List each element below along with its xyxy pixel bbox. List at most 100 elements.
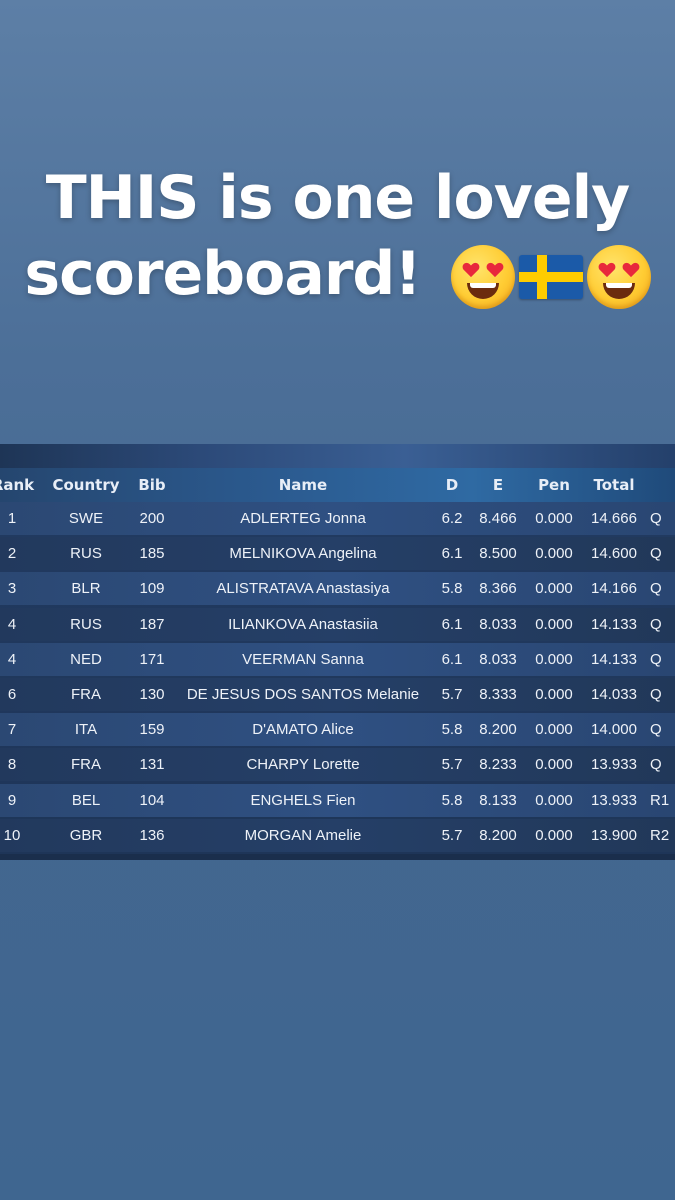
cell-e: 8.333 <box>479 686 517 703</box>
cell-name: ALISTRATAVA Anastasiya <box>216 580 390 598</box>
cell-rank: 6 <box>7 686 17 703</box>
cell-e: 8.133 <box>479 791 517 809</box>
cell-pen: 0.000 <box>535 650 573 668</box>
table-row: 2 RUS 185 MELNIKOVA Angelina 6.1 8.500 0.000 14… <box>0 537 675 571</box>
cell-name: ILIANKOVA Anastasiia <box>228 615 378 633</box>
header-d: D <box>445 476 459 494</box>
caption-line-2: scoreboard! <box>0 236 675 312</box>
cell-bib: 159 <box>139 721 165 739</box>
cell-q: Q <box>650 686 662 703</box>
table-row: 9 BEL 104 ENGHELS Fien 5.8 8.133 0.000 13.933 R1 <box>0 783 675 817</box>
cell-bib: 200 <box>139 510 165 527</box>
table-row: 10 GBR 136 MORGAN Amelie 5.7 8.200 0.000 13.900… <box>0 818 675 852</box>
cell-total: 14.600 <box>591 545 637 563</box>
story-caption: THIS is one lovely scoreboard! <box>0 160 675 312</box>
cell-rank: 2 <box>7 545 17 563</box>
cell-d: 5.8 <box>441 791 463 809</box>
scoreboard: Rank Country Bib Name D E Pen Total 1 SWE… <box>0 444 675 860</box>
cell-e: 8.366 <box>479 580 517 598</box>
header-country: Country <box>52 476 120 494</box>
cell-total: 13.900 <box>591 826 637 844</box>
cell-rank: 10 <box>3 826 21 844</box>
cell-bib: 109 <box>139 580 165 598</box>
cell-country: ITA <box>74 721 98 739</box>
cell-bib: 185 <box>139 545 165 563</box>
cell-rank: 4 <box>7 650 17 668</box>
header-pen: Pen <box>538 476 570 494</box>
cell-e: 8.233 <box>479 756 517 774</box>
cell-rank: 9 <box>7 791 17 809</box>
cell-country: RUS <box>70 545 102 563</box>
cell-name: CHARPY Lorette <box>246 756 360 774</box>
cell-d: 5.7 <box>441 756 463 774</box>
cell-bib: 171 <box>139 650 165 668</box>
cell-total: 14.166 <box>591 580 637 598</box>
cell-d: 6.1 <box>441 615 463 633</box>
cell-pen: 0.000 <box>535 510 573 527</box>
header-name: Name <box>278 476 328 494</box>
cell-e: 8.466 <box>479 510 517 527</box>
cell-rank: 7 <box>7 721 17 739</box>
cell-total: 13.933 <box>591 756 637 774</box>
cell-pen: 0.000 <box>535 826 573 844</box>
cell-total: 14.000 <box>591 721 637 739</box>
cell-bib: 136 <box>139 826 165 844</box>
heart-eyes-emoji-icon <box>450 245 515 310</box>
cell-pen: 0.000 <box>535 615 573 633</box>
cell-q: R2 <box>650 826 670 844</box>
header-e: E <box>492 476 504 494</box>
swedish-flag-icon <box>518 255 583 300</box>
caption-line-1: THIS is one lovely <box>45 163 631 233</box>
table-row: 4 RUS 187 ILIANKOVA Anastasiia 6.1 8.033 0.000… <box>0 607 675 641</box>
cell-pen: 0.000 <box>535 686 573 703</box>
cell-d: 5.7 <box>441 686 463 703</box>
cell-q: Q <box>650 510 662 527</box>
cell-total: 14.133 <box>591 615 637 633</box>
cell-e: 8.200 <box>479 826 517 844</box>
emoji-group <box>450 245 651 310</box>
cell-country: BEL <box>71 791 101 809</box>
cell-rank: 1 <box>7 510 17 527</box>
heart-eyes-emoji-icon <box>586 245 651 310</box>
cell-bib: 131 <box>139 756 165 774</box>
cell-country: SWE <box>68 510 104 527</box>
scoreboard-header: Rank Country Bib Name D E Pen Total <box>0 468 675 502</box>
cell-d: 5.7 <box>441 826 463 844</box>
cell-total: 14.033 <box>591 686 637 703</box>
header-bib: Bib <box>138 476 166 494</box>
cell-q: Q <box>650 615 662 633</box>
cell-name: ENGHELS Fien <box>250 791 356 809</box>
cell-country: FRA <box>71 686 101 703</box>
cell-d: 6.2 <box>441 510 463 527</box>
cell-d: 5.8 <box>441 580 463 598</box>
cell-pen: 0.000 <box>535 545 573 563</box>
cell-d: 6.1 <box>441 545 463 563</box>
cell-bib: 187 <box>139 615 165 633</box>
cell-country: BLR <box>71 580 101 598</box>
cell-country: RUS <box>70 615 102 633</box>
cell-pen: 0.000 <box>535 721 573 739</box>
table-row: 3 BLR 109 ALISTRATAVA Anastasiya 5.8 8.366 0.0… <box>0 572 675 606</box>
cell-total: 13.933 <box>591 791 637 809</box>
cell-total: 14.666 <box>591 510 637 527</box>
cell-country: FRA <box>71 756 101 774</box>
header-total: Total <box>593 476 635 494</box>
cell-q: Q <box>650 545 662 563</box>
cell-bib: 104 <box>139 791 165 809</box>
table-row: 7 ITA 159 D'AMATO Alice 5.8 8.200 0.000 14.000 Q <box>0 713 675 747</box>
cell-rank: 8 <box>7 756 17 774</box>
cell-pen: 0.000 <box>535 580 573 598</box>
scoreboard-bottom-band <box>0 854 675 860</box>
cell-rank: 4 <box>7 615 17 633</box>
header-rank: Rank <box>0 476 35 494</box>
cell-q: Q <box>650 580 662 598</box>
cell-country: GBR <box>69 826 103 844</box>
cell-e: 8.500 <box>479 545 517 563</box>
cell-total: 14.133 <box>591 650 637 668</box>
cell-name: D'AMATO Alice <box>252 721 354 739</box>
cell-d: 5.8 <box>441 721 463 739</box>
cell-q: Q <box>650 650 662 668</box>
cell-name: DE JESUS DOS SANTOS Melanie <box>186 686 420 703</box>
table-row: 4 NED 171 VEERMAN Sanna 6.1 8.033 0.000 14.133 Q <box>0 642 675 676</box>
cell-e: 8.033 <box>479 650 517 668</box>
